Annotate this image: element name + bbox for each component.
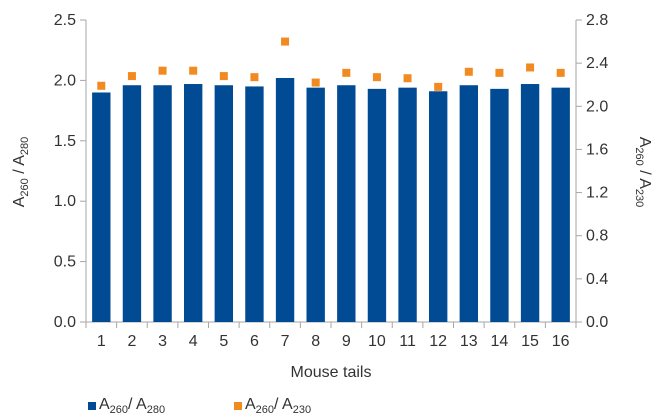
right-tick-label: 1.6 xyxy=(586,141,608,158)
bar-a260-a280 xyxy=(92,92,111,322)
point-a260-a230 xyxy=(526,63,535,72)
left-tick-labels: 0.0 0.5 1.0 1.5 2.0 2.5 xyxy=(54,12,76,331)
x-tick-label: 2 xyxy=(127,333,136,350)
legend-label-a260-a280: A260/ A280 xyxy=(99,396,166,417)
point-a260-a230 xyxy=(311,78,320,87)
x-tick-label: 11 xyxy=(399,333,416,350)
bar-series xyxy=(92,77,570,323)
bar-a260-a280 xyxy=(122,85,142,323)
bar-a260-a280 xyxy=(337,85,356,323)
x-tick-label: 8 xyxy=(311,333,320,350)
x-tick-label: 3 xyxy=(158,333,167,350)
point-a260-a230 xyxy=(219,72,228,81)
point-a260-a230 xyxy=(250,73,259,82)
right-tick-label: 0.8 xyxy=(586,228,608,245)
right-tick-label: 2.8 xyxy=(586,12,608,29)
bar-a260-a280 xyxy=(429,91,448,322)
point-a260-a230 xyxy=(434,82,443,91)
bar-a260-a280 xyxy=(153,85,172,323)
bar-a260-a280 xyxy=(275,77,295,322)
point-a260-a230 xyxy=(281,37,290,46)
left-tick-label: 0.5 xyxy=(54,254,76,271)
bar-a260-a280 xyxy=(306,87,325,322)
bar-a260-a280 xyxy=(490,88,509,322)
point-a260-a230 xyxy=(556,68,565,77)
x-tick-label: 16 xyxy=(552,333,570,350)
x-tick-label: 6 xyxy=(250,333,259,350)
x-axis-label: Mouse tails xyxy=(291,364,372,381)
point-a260-a230 xyxy=(189,66,198,75)
x-tick-label: 7 xyxy=(281,333,290,350)
right-axis-label: A260 / A230 xyxy=(633,137,652,208)
bar-a260-a280 xyxy=(551,87,570,322)
x-tick-label: 13 xyxy=(460,333,478,350)
left-tick-label: 1.0 xyxy=(54,193,76,210)
point-a260-a230 xyxy=(342,68,351,77)
legend-item-a260-a280: A260/ A280 xyxy=(88,396,165,416)
right-tick-label: 0.4 xyxy=(586,271,608,288)
left-tick-label: 0.0 xyxy=(54,314,76,331)
right-tick-labels: 0.0 0.4 0.8 1.2 1.6 2.0 2.4 2.8 xyxy=(586,12,608,331)
left-tick-label: 2.0 xyxy=(54,72,76,89)
legend-swatch-scatter xyxy=(234,402,242,411)
bar-a260-a280 xyxy=(367,88,387,322)
point-a260-a230 xyxy=(403,74,412,83)
x-tick-label: 15 xyxy=(521,333,539,350)
bar-a260-a280 xyxy=(184,84,203,322)
right-tick-label: 2.4 xyxy=(586,55,608,72)
legend-swatch-bar xyxy=(88,402,96,411)
left-axis-label: A260 / A280 xyxy=(11,137,31,208)
point-a260-a230 xyxy=(127,72,136,81)
x-tick-label: 10 xyxy=(368,333,386,350)
point-a260-a230 xyxy=(372,73,381,82)
x-tick-label: 9 xyxy=(342,333,351,350)
bar-a260-a280 xyxy=(520,84,540,322)
x-tick-label: 4 xyxy=(189,333,198,350)
x-tick-label: 14 xyxy=(491,333,509,350)
point-a260-a230 xyxy=(495,68,504,77)
point-a260-a230 xyxy=(97,81,106,90)
right-tick-label: 2.0 xyxy=(586,98,608,115)
bar-a260-a280 xyxy=(245,86,264,322)
bar-a260-a280 xyxy=(214,85,233,323)
left-tick-label: 1.5 xyxy=(54,133,76,150)
x-tick-label: 5 xyxy=(219,333,228,350)
left-tick-label: 2.5 xyxy=(54,12,76,29)
bar-a260-a280 xyxy=(398,87,417,322)
scatter-series xyxy=(97,37,565,91)
x-tick-label: 12 xyxy=(429,333,447,350)
right-tick-label: 1.2 xyxy=(586,185,608,202)
legend-item-a260-a230: A260/ A230 xyxy=(234,396,311,416)
x-tick-labels: 1 2 3 4 5 6 7 8 9 10 11 12 13 14 15 16 xyxy=(97,333,570,350)
right-tick-label: 0.0 xyxy=(586,314,608,331)
bar-a260-a280 xyxy=(459,85,478,323)
x-tick-label: 1 xyxy=(97,333,106,350)
legend-label-a260-a230: A260/ A230 xyxy=(245,396,312,417)
point-a260-a230 xyxy=(158,66,167,75)
point-a260-a230 xyxy=(464,67,473,76)
